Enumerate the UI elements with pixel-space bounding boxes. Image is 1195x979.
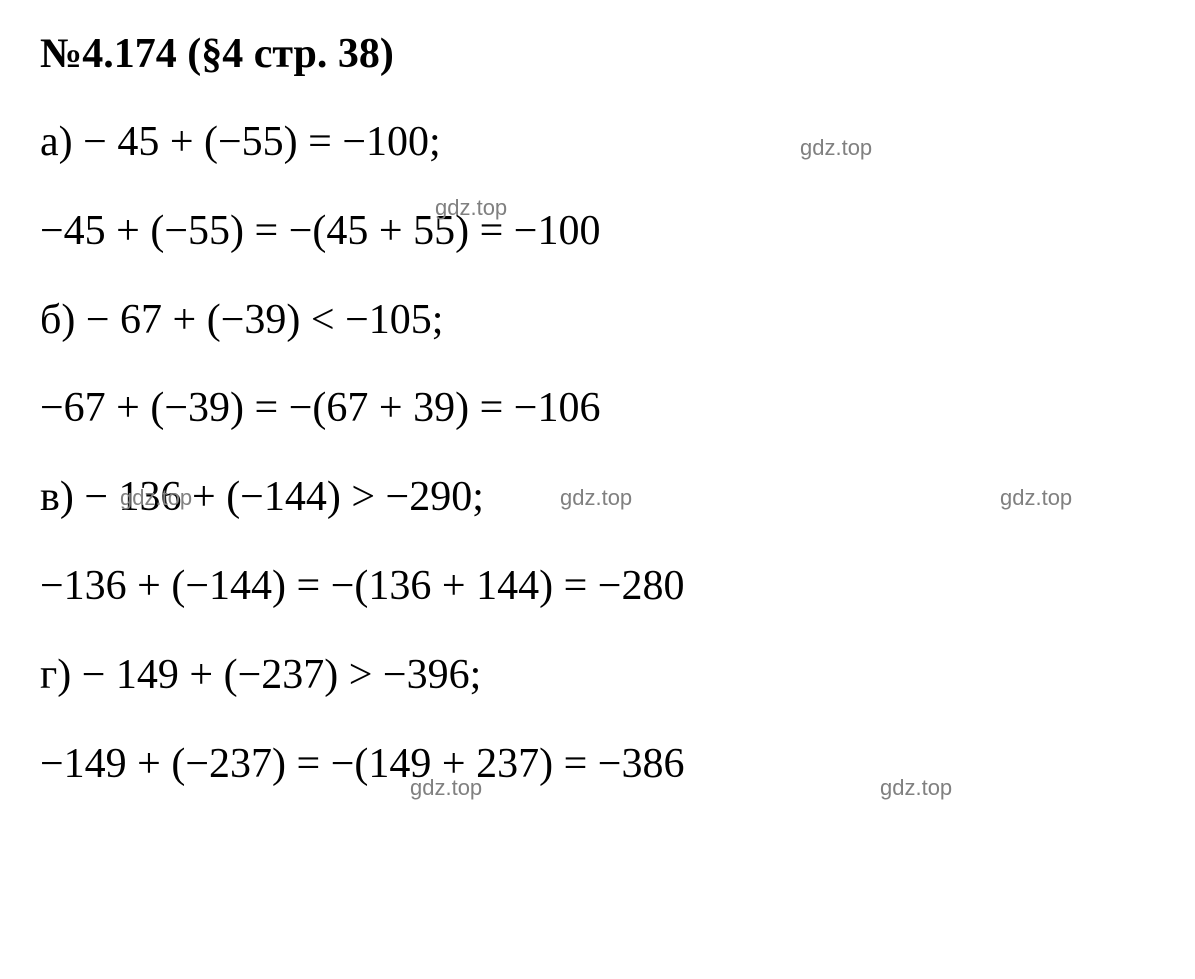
watermark-text: gdz.top bbox=[410, 775, 482, 801]
problem-heading: №4.174 (§4 стр. 38) bbox=[40, 30, 1155, 78]
watermark-text: gdz.top bbox=[800, 135, 872, 161]
watermark-text: gdz.top bbox=[120, 485, 192, 511]
watermark-text: gdz.top bbox=[435, 195, 507, 221]
watermark-text: gdz.top bbox=[1000, 485, 1072, 511]
line-d-problem: г) − 149 + (−237) > −396; bbox=[40, 646, 1155, 705]
line-a-solution: −45 + (−55) = −(45 + 55) = −100 bbox=[40, 202, 1155, 261]
line-a-problem: а) − 45 + (−55) = −100; bbox=[40, 113, 1155, 172]
line-b-problem: б) − 67 + (−39) < −105; bbox=[40, 291, 1155, 350]
line-c-solution: −136 + (−144) = −(136 + 144) = −280 bbox=[40, 557, 1155, 616]
line-b-solution: −67 + (−39) = −(67 + 39) = −106 bbox=[40, 379, 1155, 438]
watermark-text: gdz.top bbox=[560, 485, 632, 511]
watermark-text: gdz.top bbox=[880, 775, 952, 801]
line-d-solution: −149 + (−237) = −(149 + 237) = −386 bbox=[40, 735, 1155, 794]
